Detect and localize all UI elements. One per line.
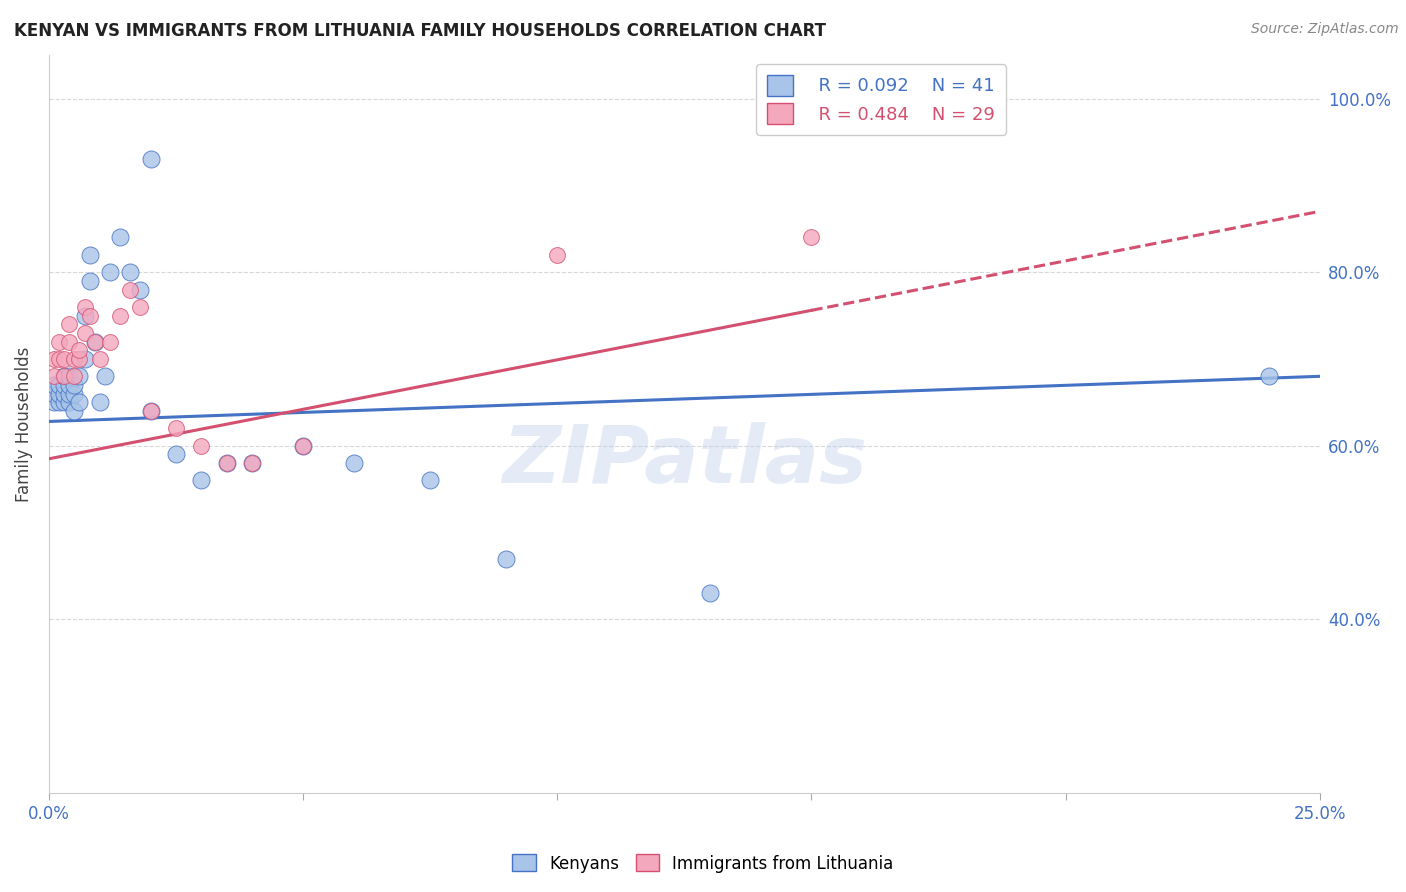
- Point: [73, 326, 96, 340]
- Point: [58, 334, 80, 349]
- Point: [42, 395, 65, 409]
- Point: [58, 395, 80, 409]
- Point: [69, 343, 91, 358]
- Point: [48, 334, 70, 349]
- Point: [42, 378, 65, 392]
- Point: [190, 439, 212, 453]
- Point: [69, 369, 91, 384]
- Point: [129, 283, 152, 297]
- Point: [69, 351, 91, 366]
- Point: [63, 404, 86, 418]
- Point: [53, 378, 76, 392]
- Point: [215, 456, 238, 470]
- Point: [108, 230, 131, 244]
- Point: [94, 369, 117, 384]
- Point: [58, 317, 80, 331]
- Point: [240, 456, 263, 470]
- Point: [120, 265, 142, 279]
- Point: [292, 439, 315, 453]
- Point: [699, 586, 721, 600]
- Point: [139, 404, 162, 418]
- Point: [73, 309, 96, 323]
- Legend:   R = 0.092    N = 41,   R = 0.484    N = 29: R = 0.092 N = 41, R = 0.484 N = 29: [756, 64, 1005, 135]
- Point: [165, 421, 187, 435]
- Point: [63, 386, 86, 401]
- Point: [48, 378, 70, 392]
- Y-axis label: Family Households: Family Households: [15, 346, 32, 501]
- Point: [120, 283, 142, 297]
- Point: [83, 334, 105, 349]
- Point: [98, 334, 121, 349]
- Point: [108, 309, 131, 323]
- Point: [63, 378, 86, 392]
- Point: [42, 386, 65, 401]
- Point: [165, 447, 187, 461]
- Point: [343, 456, 366, 470]
- Point: [73, 300, 96, 314]
- Point: [73, 351, 96, 366]
- Point: [215, 456, 238, 470]
- Point: [42, 369, 65, 384]
- Point: [1257, 369, 1279, 384]
- Point: [53, 369, 76, 384]
- Text: Source: ZipAtlas.com: Source: ZipAtlas.com: [1251, 22, 1399, 37]
- Point: [800, 230, 823, 244]
- Point: [53, 369, 76, 384]
- Point: [79, 309, 101, 323]
- Point: [129, 300, 152, 314]
- Point: [79, 274, 101, 288]
- Point: [89, 351, 111, 366]
- Text: KENYAN VS IMMIGRANTS FROM LITHUANIA FAMILY HOUSEHOLDS CORRELATION CHART: KENYAN VS IMMIGRANTS FROM LITHUANIA FAMI…: [14, 22, 827, 40]
- Point: [53, 395, 76, 409]
- Point: [69, 395, 91, 409]
- Point: [63, 351, 86, 366]
- Point: [240, 456, 263, 470]
- Point: [139, 404, 162, 418]
- Point: [58, 378, 80, 392]
- Point: [546, 248, 568, 262]
- Point: [83, 334, 105, 349]
- Point: [190, 474, 212, 488]
- Point: [42, 351, 65, 366]
- Point: [63, 369, 86, 384]
- Point: [419, 474, 441, 488]
- Legend: Kenyans, Immigrants from Lithuania: Kenyans, Immigrants from Lithuania: [506, 847, 900, 880]
- Point: [79, 248, 101, 262]
- Text: ZIPatlas: ZIPatlas: [502, 422, 868, 500]
- Point: [58, 369, 80, 384]
- Point: [48, 351, 70, 366]
- Point: [48, 386, 70, 401]
- Point: [48, 395, 70, 409]
- Point: [98, 265, 121, 279]
- Point: [139, 153, 162, 167]
- Point: [58, 386, 80, 401]
- Point: [89, 395, 111, 409]
- Point: [292, 439, 315, 453]
- Point: [495, 551, 517, 566]
- Point: [53, 386, 76, 401]
- Point: [53, 351, 76, 366]
